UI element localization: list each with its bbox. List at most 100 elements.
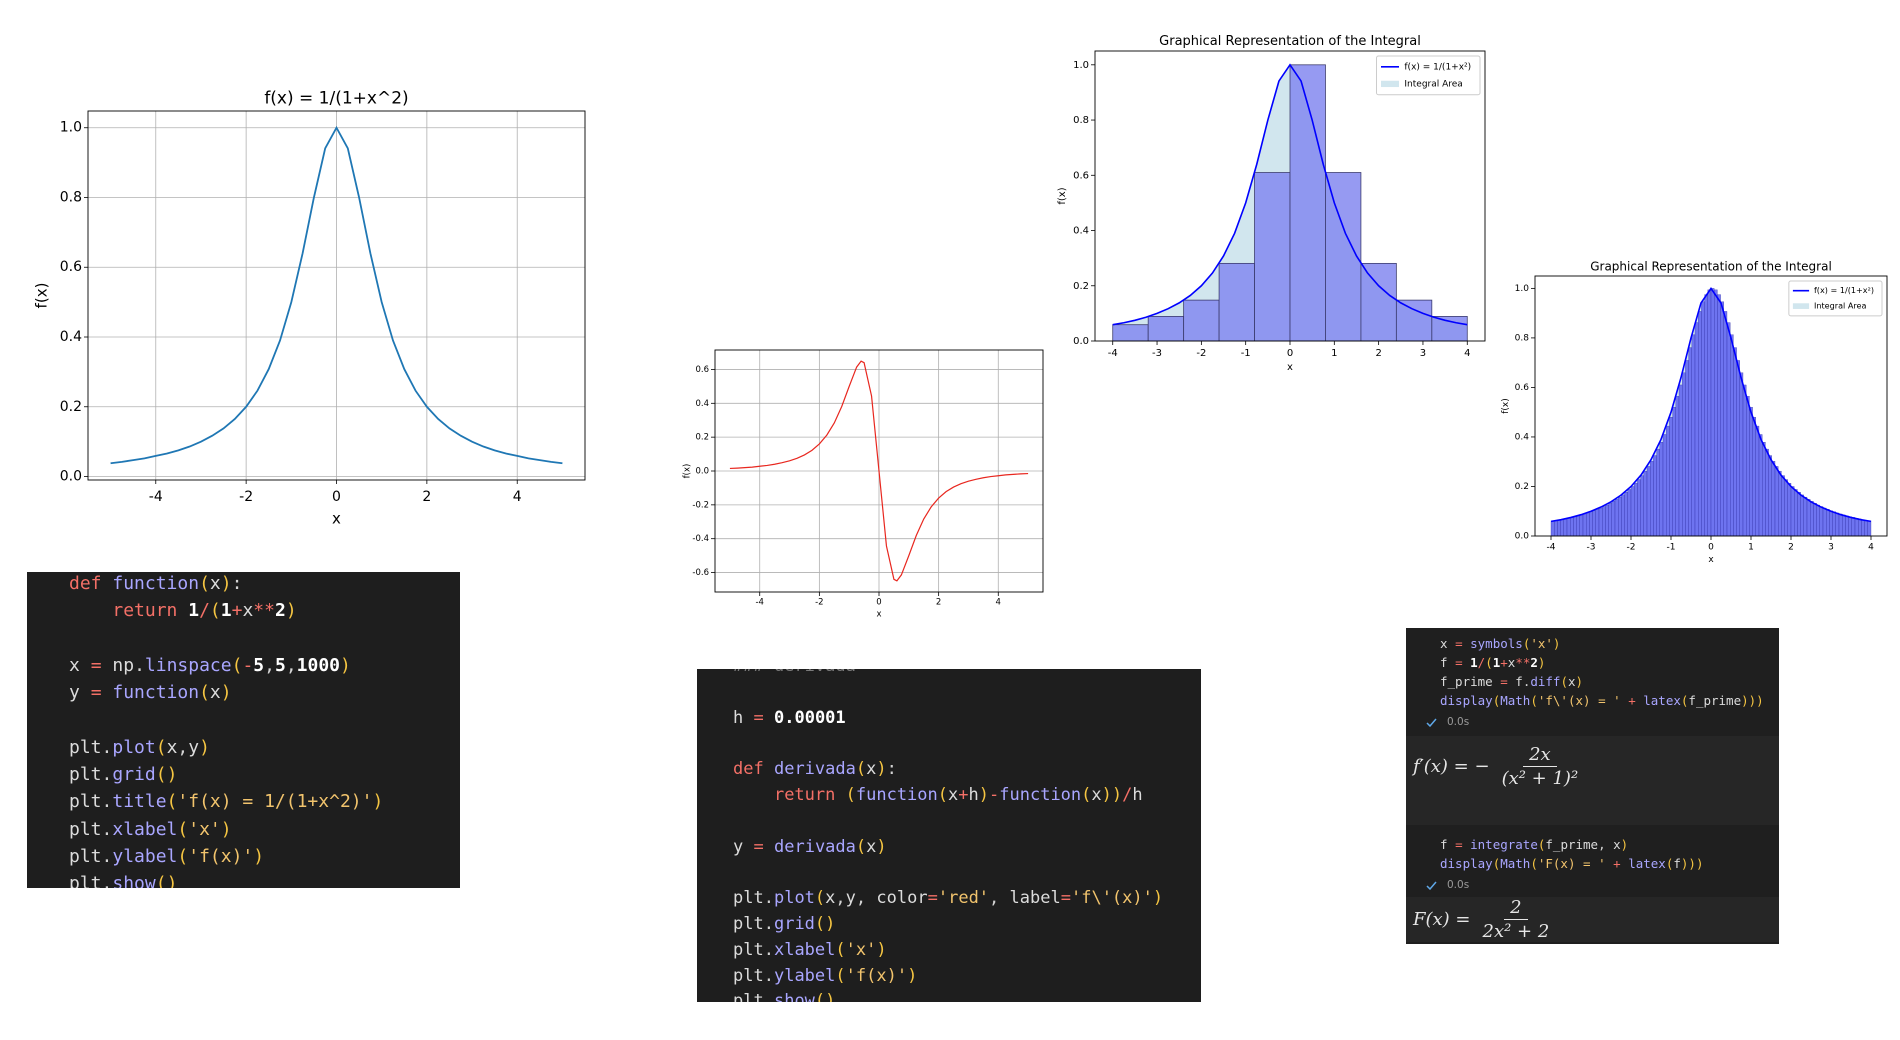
code-token: Math	[1500, 693, 1531, 708]
code-token: /	[1477, 655, 1486, 670]
bar	[1688, 347, 1692, 537]
bar	[1646, 466, 1651, 537]
math-fraction: 2 2x² + 2	[1477, 897, 1556, 942]
code-token: 'x'	[1530, 636, 1553, 651]
blank-line	[69, 706, 383, 733]
code-token: )	[166, 764, 178, 786]
bar	[1630, 486, 1635, 537]
bar	[1640, 475, 1644, 537]
code-token: x	[242, 600, 254, 622]
code-token: (	[835, 965, 846, 986]
code-token: x	[825, 888, 836, 909]
code-token	[1463, 636, 1471, 651]
code-token: )	[1575, 674, 1584, 689]
code-token: 2	[1530, 655, 1538, 670]
y-tick-label: -0.4	[692, 534, 709, 544]
code-token: function	[855, 784, 938, 805]
code-token: 1	[220, 600, 232, 622]
code-token: )	[253, 845, 265, 867]
axes-frame	[1094, 50, 1486, 342]
code-token: x	[1440, 636, 1448, 651]
code-token: )	[166, 873, 178, 888]
code-token	[80, 655, 91, 676]
code-token: )	[1152, 888, 1164, 909]
x-tick-label: 0	[1287, 348, 1293, 359]
code-token: )	[825, 913, 836, 934]
y-tick-label: 0.8	[60, 189, 82, 205]
bar	[1592, 510, 1596, 537]
code-token: .	[763, 913, 774, 934]
bar	[1659, 442, 1664, 537]
code-token	[80, 682, 91, 703]
code-token: ,	[285, 654, 297, 676]
bar	[1813, 503, 1817, 537]
code-token: (	[814, 888, 826, 909]
code-token: (	[814, 991, 826, 1002]
code-token: 1	[1492, 655, 1501, 670]
y-tick-label: -0.2	[692, 500, 709, 510]
code-line: x = symbols('x')	[1440, 634, 1779, 653]
code-token: plt	[733, 888, 764, 909]
x-axis-label: x	[876, 610, 881, 620]
bar	[1672, 407, 1676, 537]
y-axis-label: f(x)	[1501, 398, 1511, 414]
bar	[1618, 496, 1622, 537]
bar	[1787, 483, 1792, 537]
x-tick-label: -4	[149, 489, 163, 505]
x-tick-label: -2	[239, 489, 253, 505]
code-token: (	[845, 784, 856, 805]
code-token	[69, 600, 112, 621]
code-token: (	[155, 873, 167, 888]
y-tick-label: 0.6	[60, 259, 82, 275]
code-token: diff	[1530, 674, 1561, 689]
axes-frame	[714, 349, 1044, 593]
code-token: (	[855, 759, 867, 780]
code-token: f	[1515, 674, 1523, 689]
code-token: 5	[274, 654, 286, 676]
bar	[1598, 507, 1603, 537]
code-token: /	[1122, 784, 1133, 805]
code-token: **	[1515, 655, 1531, 670]
code-block: def function(x): return 1/(1+x**2) x = np…	[27, 572, 460, 888]
math-output: F(x) = 2 2x² + 2	[1413, 897, 1555, 942]
code-token: integrate	[1470, 837, 1538, 852]
bar	[1845, 515, 1849, 537]
bar	[1835, 512, 1840, 537]
bar	[1605, 504, 1609, 537]
code-token: )	[1741, 693, 1749, 708]
code-token: 5	[253, 654, 265, 676]
y-tick-label: 1.0	[1073, 60, 1089, 71]
line	[1112, 63, 1468, 326]
code-token: =	[753, 836, 764, 857]
bar	[1723, 311, 1728, 537]
bar	[1781, 475, 1785, 537]
code-token: (	[199, 573, 210, 594]
code-token: (	[855, 836, 867, 857]
legend-label: Integral Area	[1404, 79, 1462, 89]
bar	[1842, 514, 1846, 537]
code-token: )	[876, 759, 887, 780]
notebook: x = symbols('x') f = 1/(1+x**2) f_prime = …	[1406, 628, 1779, 944]
bar	[1733, 347, 1737, 537]
code-token: .	[1522, 674, 1531, 689]
bar	[1784, 479, 1788, 537]
code-token: )	[876, 836, 887, 857]
code-token	[1606, 856, 1614, 871]
x-axis-label: x	[332, 510, 341, 528]
bar	[1653, 455, 1657, 537]
code-token: function	[999, 784, 1082, 805]
code-token: f_prime	[1545, 837, 1599, 852]
bar	[1800, 494, 1804, 537]
y-tick-label: 0.2	[695, 433, 709, 443]
code-token: )	[876, 939, 887, 960]
bar	[1771, 461, 1776, 537]
y-axis-label: f(x)	[32, 283, 50, 309]
code-token: )	[1756, 693, 1764, 708]
code-token: 1000	[296, 654, 341, 676]
code-token: y	[188, 736, 200, 758]
bar	[1758, 434, 1763, 537]
code-token	[999, 888, 1009, 908]
bar	[1819, 506, 1824, 537]
line	[110, 125, 563, 465]
code-token: ,	[989, 888, 1000, 909]
